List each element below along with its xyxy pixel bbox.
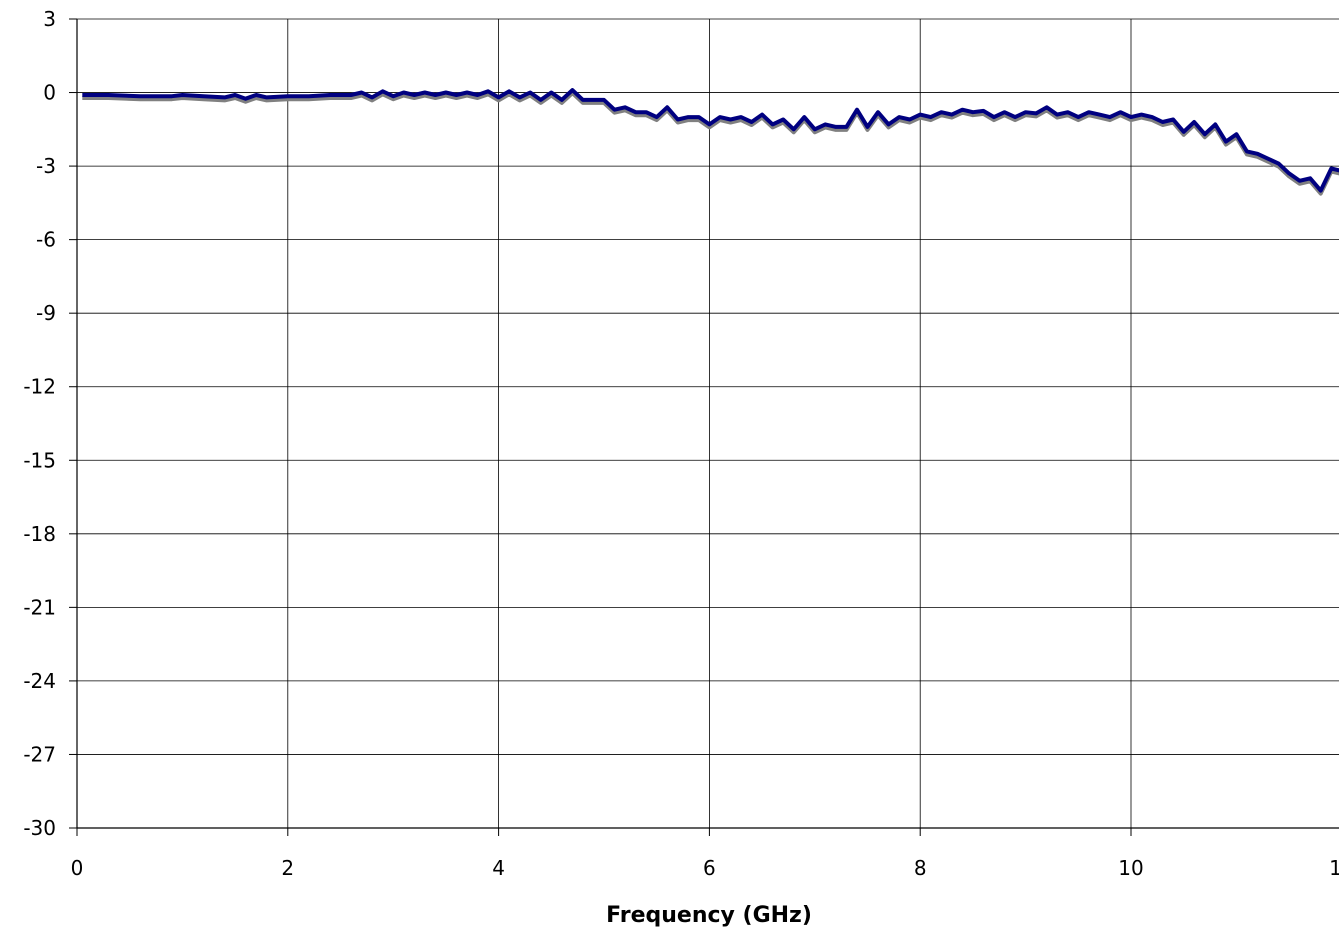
y-tick-label: -27	[23, 742, 56, 766]
y-tick-label: -24	[23, 669, 56, 693]
tick-labels: 3 0 -3 -6 -9 -12 -15 -18 -21 -24 -27 -30 0 2 4 6 8 10 12	[23, 7, 1339, 880]
y-tick-label: -9	[36, 301, 56, 325]
x-axis-title: Frequency (GHz)	[606, 903, 812, 928]
y-tick-label: -3	[36, 154, 56, 178]
y-tick-label: -6	[36, 228, 56, 252]
y-tick-label: 3	[43, 7, 56, 31]
x-tick-label: 10	[1118, 856, 1143, 880]
x-tick-label: 2	[281, 856, 294, 880]
series-line	[82, 88, 1339, 193]
y-tick-label: -30	[23, 816, 56, 840]
y-tick-label: -15	[23, 448, 56, 472]
y-tick-label: -12	[23, 375, 56, 399]
series-shadow-line	[82, 91, 1339, 196]
x-tick-label: 0	[71, 856, 84, 880]
grid	[76, 18, 1339, 829]
x-tick-label: 12	[1329, 856, 1339, 880]
y-tick-label: -18	[23, 522, 56, 546]
x-tick-label: 4	[492, 856, 505, 880]
y-tick-label: 0	[43, 81, 56, 105]
y-tick-label: -21	[23, 595, 56, 619]
x-tick-label: 8	[914, 856, 927, 880]
series-layer	[82, 88, 1339, 196]
axes	[69, 18, 1339, 836]
x-tick-label: 6	[703, 856, 716, 880]
